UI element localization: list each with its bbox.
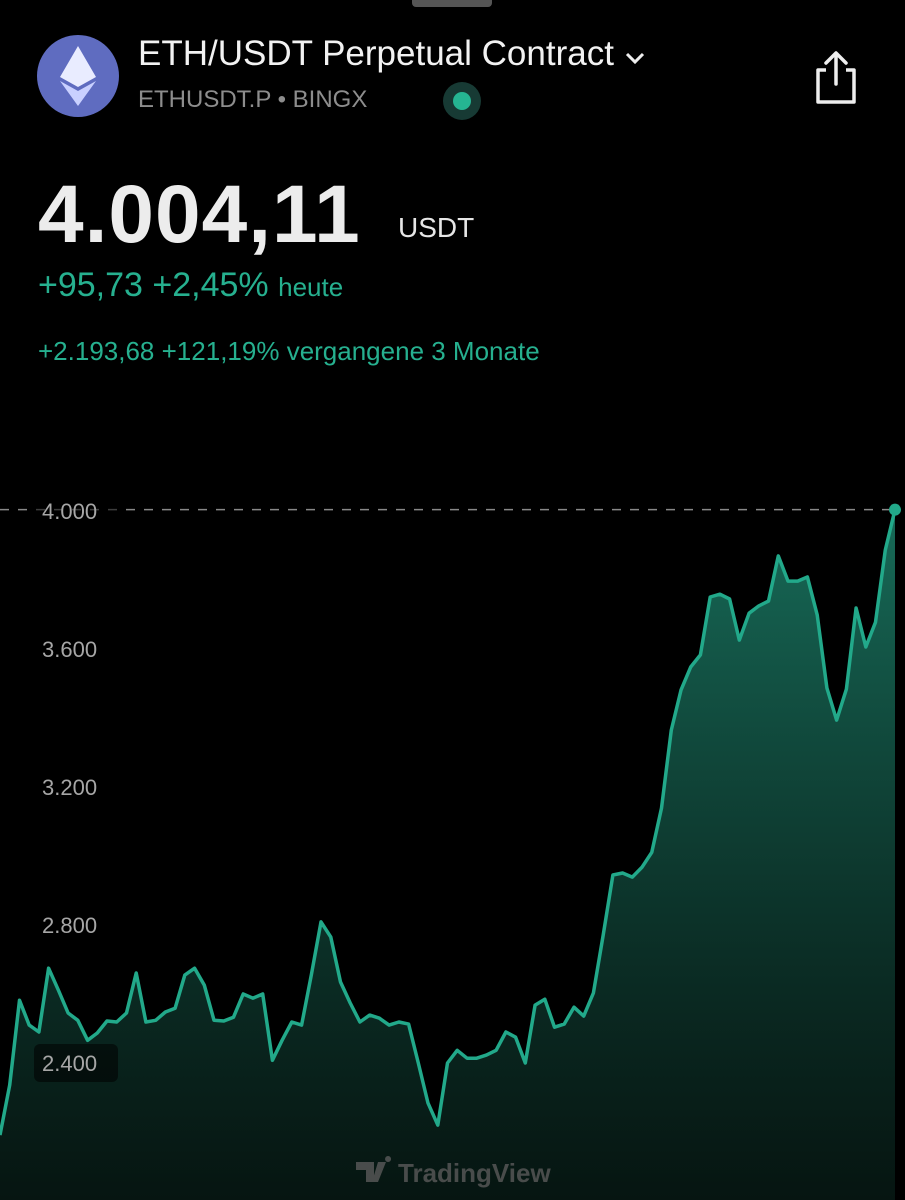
y-tick-label-bg — [34, 768, 118, 807]
y-tick-label-bg — [34, 630, 118, 669]
share-button[interactable] — [812, 50, 860, 106]
y-tick-label: 3.200 — [42, 775, 97, 800]
y-tick-label: 2.800 — [42, 913, 97, 938]
long-change: +2.193,68 — [38, 336, 155, 366]
eth-icon — [37, 35, 119, 117]
long-change-pct: +121,19% — [161, 336, 280, 366]
currency: USDT — [398, 212, 475, 243]
chevron[interactable] — [624, 51, 646, 65]
area — [0, 509, 895, 1200]
exchange: BINGX — [292, 86, 368, 113]
y-tick-label: 3.600 — [42, 637, 97, 662]
y-tick-label: 2.400 — [42, 1051, 97, 1076]
grabber — [412, 0, 492, 7]
symbol: ETHUSDT.P — [138, 86, 271, 113]
y-tick-label: 4.000 — [42, 499, 97, 524]
title-text[interactable]: ETH/USDT Perpetual Contract — [138, 34, 614, 73]
price: 4.004,11 — [38, 169, 361, 260]
y-tick-label-bg — [34, 1044, 118, 1083]
change-pct: +2,45% — [152, 266, 269, 304]
subtitle: ETHUSDT.P • BINGX — [138, 86, 367, 114]
price-line — [0, 509, 897, 1136]
last-point — [889, 503, 901, 516]
contract-title[interactable]: ETH/USDT Perpetual Contract — [138, 34, 646, 74]
change-period: heute — [278, 272, 344, 302]
watermark: TradingView — [398, 1158, 551, 1188]
status-dot — [443, 82, 481, 120]
chart: 2.400 2.800 3.200 3.600 4.000 TradingView — [0, 492, 901, 1200]
change: +95,73 — [38, 266, 143, 304]
y-tick-label-bg — [34, 492, 118, 531]
y-tick-label-bg — [34, 906, 118, 945]
separator: • — [277, 86, 286, 113]
watermark-logo — [356, 1156, 392, 1182]
daily-change: +95,73 +2,45% heute — [38, 266, 343, 305]
period-change: +2.193,68 +121,19% vergangene 3 Monate — [38, 336, 540, 367]
long-change-period: vergangene 3 Monate — [286, 336, 540, 366]
